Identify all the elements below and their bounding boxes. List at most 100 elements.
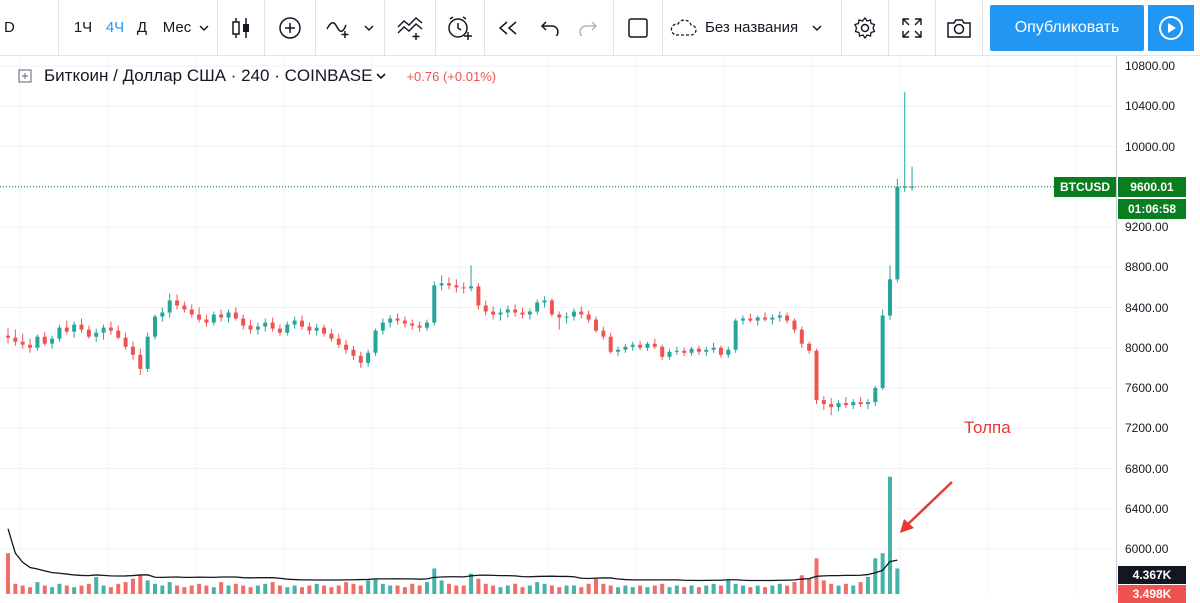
add-indicator-icon[interactable] — [265, 0, 315, 56]
toolbar-divider — [613, 0, 614, 56]
toolbar-divider — [58, 0, 59, 56]
candle-body — [755, 317, 760, 321]
candle-body — [726, 349, 731, 355]
candle-body — [520, 312, 525, 315]
candle-body — [145, 336, 150, 369]
legend-dropdown-icon[interactable] — [376, 73, 387, 79]
layout-name-button[interactable]: Без названия — [663, 0, 841, 56]
price-tick-label: 8400.00 — [1125, 300, 1169, 315]
compare-dropdown-icon[interactable] — [362, 0, 376, 56]
volume-bar — [50, 587, 55, 594]
candle-body — [814, 350, 819, 401]
volume-bar — [645, 587, 650, 594]
candle-body — [123, 337, 128, 347]
settings-gear-icon[interactable] — [842, 0, 888, 56]
collapse-legend-icon[interactable] — [18, 69, 32, 83]
volume-bar — [28, 587, 33, 594]
volume-bar — [527, 585, 532, 594]
candle-body — [674, 350, 679, 352]
camera-snapshot-icon[interactable] — [936, 0, 982, 56]
candle-body — [799, 329, 804, 344]
volume-bar — [858, 582, 863, 594]
volume-bar — [660, 583, 665, 594]
candle-body — [64, 327, 69, 332]
candle-body — [50, 338, 55, 344]
symbol-search[interactable]: D — [0, 0, 58, 56]
candle-body — [329, 333, 334, 339]
interval-dropdown-icon[interactable] — [199, 0, 209, 56]
volume-bar — [711, 583, 716, 594]
volume-bar — [741, 585, 745, 594]
bar-countdown-label: 01:06:58 — [1118, 198, 1186, 219]
candle-body — [858, 402, 863, 405]
interval-4h-button[interactable]: 4Ч — [101, 0, 129, 56]
volume-bar — [623, 585, 628, 594]
interval-1h-button[interactable]: 1Ч — [65, 0, 101, 56]
volume-bar — [424, 582, 429, 594]
interval-4h-label: 4Ч — [105, 19, 125, 36]
alert-clock-icon[interactable] — [436, 0, 484, 56]
volume-ma-line — [7, 528, 898, 582]
chart-legend: Биткоин / Доллар США · 240 · COINBASE +0… — [18, 64, 496, 88]
fullscreen-icon[interactable] — [889, 0, 935, 56]
volume-value-label: 4.367K — [1118, 566, 1186, 584]
candle-body — [226, 312, 231, 318]
candle-body — [108, 327, 113, 331]
price-axis[interactable]: 10800.0010400.0010000.009600.009200.0088… — [1116, 56, 1200, 594]
redo-icon[interactable] — [569, 0, 607, 56]
candle-body — [785, 315, 790, 321]
candle-body — [851, 402, 856, 406]
candle-body — [211, 314, 216, 323]
candles-chart-type-icon[interactable] — [218, 0, 264, 56]
candle-body — [447, 283, 451, 286]
volume-bar — [300, 587, 304, 594]
volume-bar — [630, 587, 635, 594]
undo-icon[interactable] — [531, 0, 569, 56]
price-tick-label: 8000.00 — [1125, 340, 1169, 355]
volume-bar — [726, 580, 731, 594]
candle-body — [388, 318, 393, 323]
volume-bar — [329, 587, 334, 594]
replay-icon[interactable] — [485, 0, 531, 56]
candle-body — [270, 322, 275, 329]
volume-bar — [322, 585, 327, 594]
publish-button[interactable]: Опубликовать — [990, 5, 1144, 51]
volume-bar — [777, 583, 782, 594]
volume-bar — [505, 585, 510, 594]
volume-bar — [564, 585, 569, 594]
volume-bar — [696, 587, 701, 594]
symbol-title[interactable]: Биткоин / Доллар США · 240 · COINBASE — [44, 66, 373, 85]
volume-bar — [571, 585, 576, 594]
volume-bar — [454, 585, 459, 594]
candle-body — [843, 403, 848, 406]
compare-icon[interactable] — [316, 0, 362, 56]
candle-body — [167, 300, 172, 313]
candle-body — [454, 285, 459, 288]
price-chart[interactable] — [0, 56, 1116, 594]
volume-bar — [483, 583, 488, 594]
indicators-icon[interactable] — [385, 0, 435, 56]
volume-bar — [380, 583, 385, 594]
candle-body — [873, 388, 878, 403]
candle-body — [402, 320, 407, 324]
candle-body — [358, 355, 363, 363]
candle-body — [711, 347, 716, 350]
interval-month-button[interactable]: Мес — [155, 0, 199, 56]
interval-day-button[interactable]: Д — [129, 0, 155, 56]
candle-body — [417, 325, 422, 328]
play-button[interactable] — [1148, 5, 1194, 51]
volume-bar — [6, 553, 10, 594]
candle-body — [513, 309, 518, 313]
price-tick-label: 10400.00 — [1125, 99, 1176, 114]
volume-bar — [410, 583, 415, 594]
volume-bar — [351, 583, 356, 594]
candle-body — [623, 346, 628, 350]
candle-body — [219, 314, 224, 318]
volume-bar — [498, 587, 503, 594]
fullscreen-select-icon[interactable] — [614, 0, 662, 56]
volume-bar — [873, 558, 878, 594]
candle-body — [689, 348, 694, 353]
candle-body — [718, 347, 723, 355]
volume-bar — [167, 582, 172, 594]
volume-bar — [108, 587, 113, 594]
